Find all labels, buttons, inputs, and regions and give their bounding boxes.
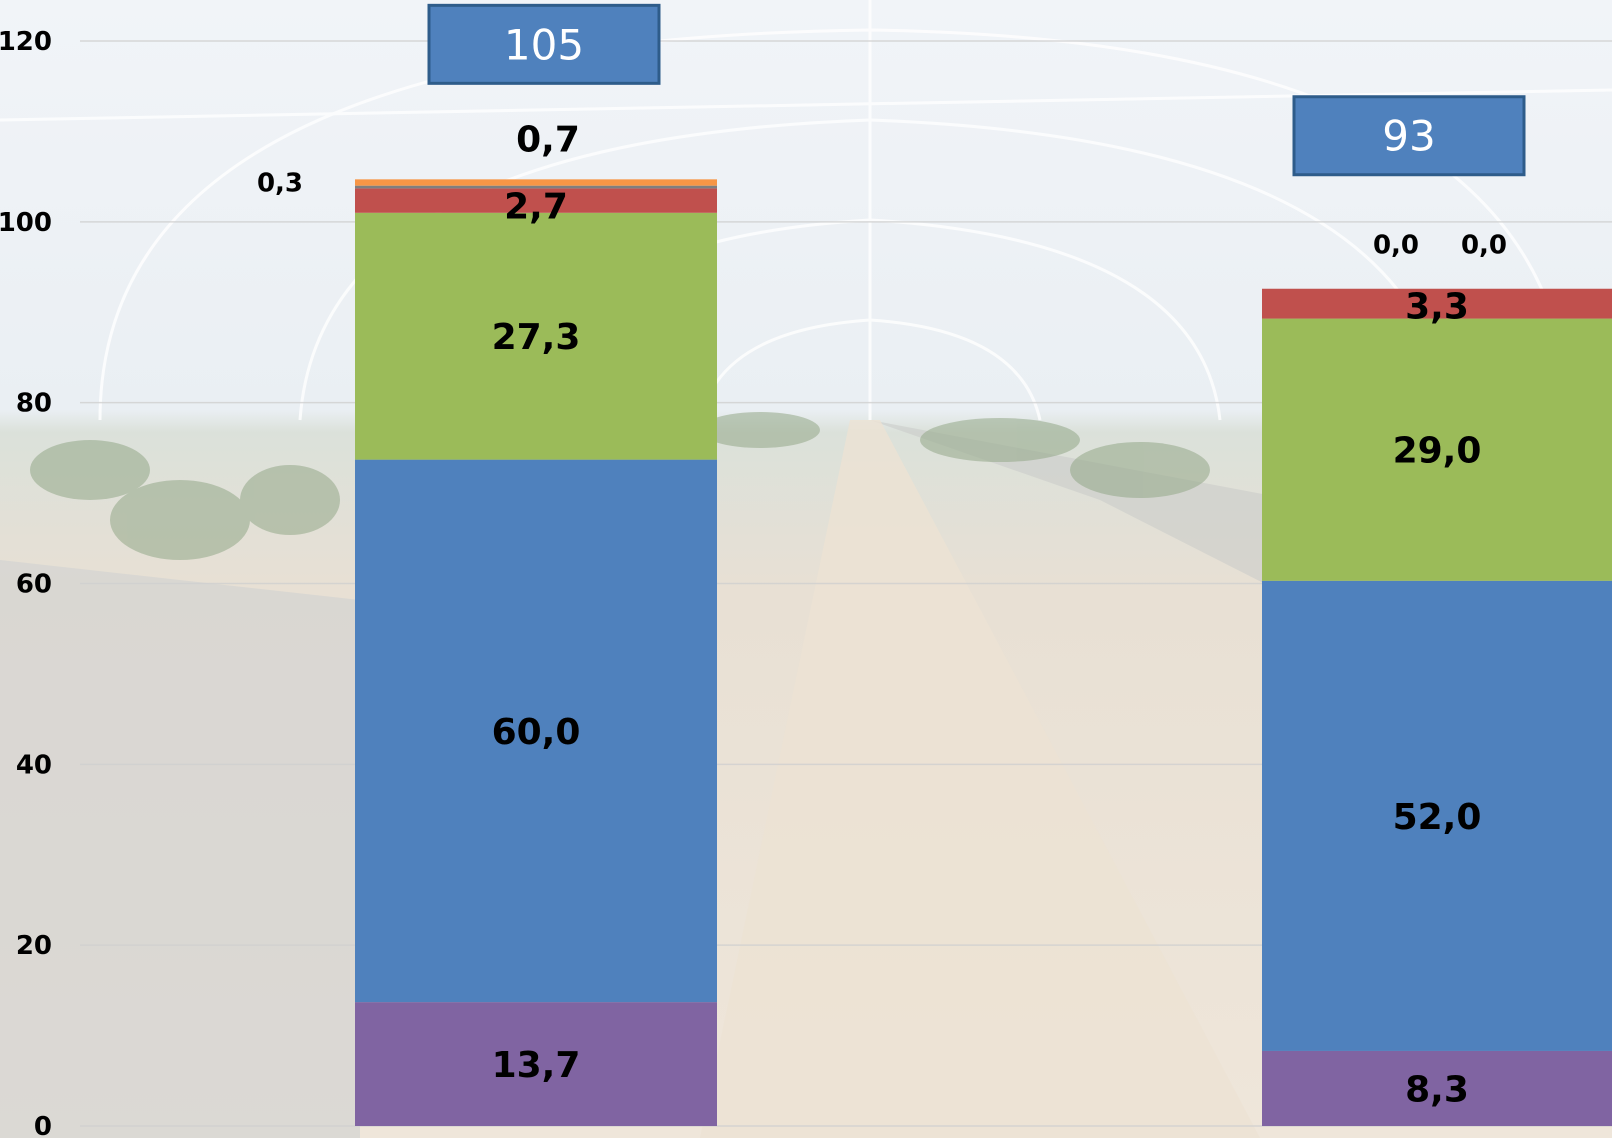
y-tick-label: 120 <box>0 27 52 57</box>
bar-segment-green <box>1262 318 1612 581</box>
bar-segment-orange <box>355 179 717 186</box>
bar-segment-red <box>355 188 717 213</box>
bars <box>355 179 1612 1126</box>
data-label: 2,7 <box>504 186 568 227</box>
data-label: 13,7 <box>492 1045 581 1086</box>
y-axis: 0 20 40 60 80 100 120 <box>0 27 52 1138</box>
bar-segment-gray <box>355 185 717 189</box>
y-tick-label: 40 <box>16 750 52 780</box>
total-box <box>1292 95 1526 177</box>
total-label: 105 <box>504 20 584 69</box>
bar-segment-purple <box>1262 1050 1612 1126</box>
data-label: 0,3 <box>257 169 303 199</box>
bar-segment-purple <box>355 1002 717 1126</box>
y-tick-label: 0 <box>34 1112 52 1138</box>
bar-segment-red <box>1262 288 1612 319</box>
total-label: 93 <box>1382 112 1435 161</box>
y-tick-label: 60 <box>16 570 52 600</box>
bar-segment-blue <box>355 459 717 1003</box>
data-label: 0,0 <box>1373 231 1419 261</box>
data-label: 60,0 <box>492 712 581 753</box>
total-box <box>427 3 661 85</box>
data-label: 8,3 <box>1405 1069 1469 1110</box>
data-label: 0,0 <box>1461 231 1507 261</box>
data-label: 27,3 <box>492 317 581 358</box>
y-tick-label: 20 <box>16 931 52 961</box>
data-label: 3,3 <box>1405 287 1469 328</box>
data-label: 0,7 <box>516 119 580 160</box>
data-label: 52,0 <box>1393 797 1482 838</box>
bar-segment-blue <box>1262 580 1612 1051</box>
data-labels: 13,7 60,0 27,3 2,7 0,3 0,7 105 8,3 52,0 29,0 3,3 0,… <box>257 3 1526 1110</box>
y-tick-label: 80 <box>16 389 52 419</box>
y-tick-label: 100 <box>0 208 52 238</box>
bar-segment-green <box>355 212 717 460</box>
data-label: 29,0 <box>1393 431 1482 472</box>
